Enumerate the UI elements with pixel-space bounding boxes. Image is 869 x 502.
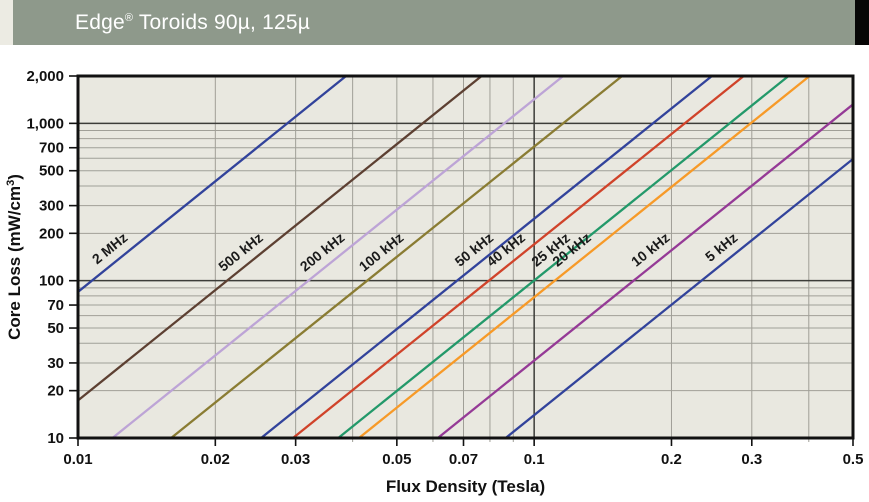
y-tick-label: 100 (39, 273, 64, 290)
y-tick-label: 700 (39, 140, 64, 157)
page-title: Edge® Toroids 90µ, 125µ (75, 11, 310, 35)
series-line-25-khz (337, 76, 790, 438)
series-line-2-mhz (78, 76, 347, 294)
x-tick-label: 0.02 (201, 451, 230, 468)
series-line-20-khz (358, 76, 811, 438)
axis-frame (76, 74, 855, 440)
tick-labels: 10 20 30 50 70 100 200 300 500 700 1,000 2,000 0.01 0… (26, 68, 863, 468)
registered-trademark-symbol: ® (124, 11, 134, 24)
y-tick-label: 1,000 (26, 115, 64, 132)
x-tick-label: 0.2 (661, 451, 682, 468)
series-line-500-khz (78, 76, 483, 402)
minor-gridlines (78, 76, 853, 442)
series-line-100-khz (170, 76, 623, 438)
y-tick-label: 30 (47, 355, 64, 372)
x-tick-label: 0.05 (382, 451, 411, 468)
page-title-main: Edge (75, 10, 125, 34)
x-tick-label: 0.5 (843, 451, 864, 468)
y-tick-label: 10 (47, 430, 64, 447)
y-tick-label: 20 (47, 383, 64, 400)
tick-marks (69, 75, 854, 446)
series-lines (78, 76, 853, 438)
y-axis-title: Core Loss (mW/cm3) (5, 174, 24, 340)
x-tick-label: 0.1 (524, 451, 545, 468)
series-line-50-khz (260, 76, 713, 438)
y-tick-label: 300 (39, 198, 64, 215)
major-gridlines (78, 76, 853, 438)
y-tick-label: 500 (39, 163, 64, 180)
series-line-5-khz (504, 157, 853, 438)
series-line-40-khz (292, 76, 745, 438)
x-axis-title: Flux Density (Tesla) (386, 477, 545, 496)
page-title-rest: Toroids 90µ, 125µ (133, 10, 311, 34)
plot-background (78, 76, 853, 438)
x-tick-label: 0.3 (741, 451, 762, 468)
x-tick-label: 0.01 (63, 451, 92, 468)
y-tick-label: 50 (47, 320, 64, 337)
y-tick-label: 70 (47, 297, 64, 314)
series-line-10-khz (437, 102, 853, 438)
x-tick-label: 0.07 (449, 451, 478, 468)
header-left-strip (0, 0, 13, 45)
x-tick-label: 0.03 (281, 451, 310, 468)
header-bar: Edge® Toroids 90µ, 125µ (13, 0, 855, 45)
y-tick-label: 2,000 (26, 68, 64, 85)
y-tick-label: 200 (39, 225, 64, 242)
series-line-200-khz (111, 76, 564, 438)
header-right-strip (855, 0, 869, 45)
